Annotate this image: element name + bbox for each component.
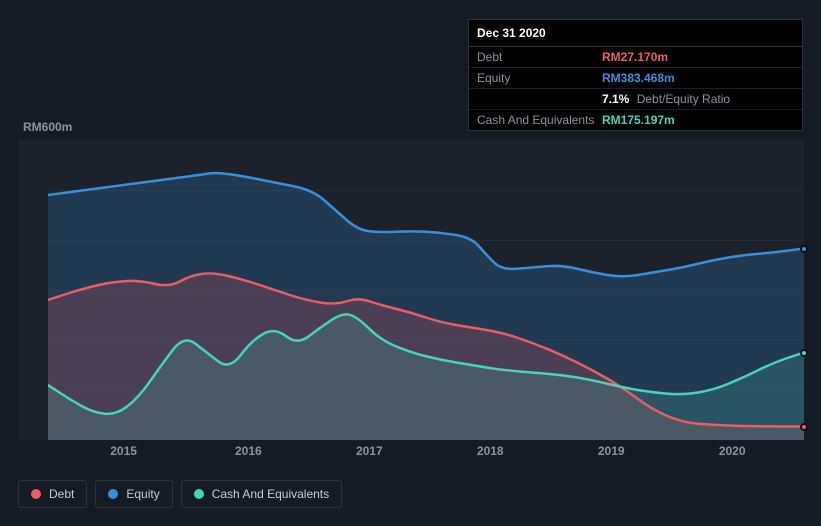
legend-swatch	[194, 489, 204, 499]
legend-swatch	[108, 489, 118, 499]
tooltip-row-extra: Debt/Equity Ratio	[633, 92, 730, 106]
legend-item[interactable]: Cash And Equivalents	[181, 480, 342, 508]
tooltip-row: 7.1% Debt/Equity Ratio	[469, 89, 802, 110]
tooltip-row-label: Equity	[477, 71, 602, 85]
chart-tooltip: Dec 31 2020 DebtRM27.170mEquityRM383.468…	[468, 19, 803, 131]
tooltip-row: EquityRM383.468m	[469, 68, 802, 89]
x-tick-label: 2015	[110, 444, 137, 458]
legend-label: Cash And Equivalents	[212, 487, 329, 501]
x-axis: 2015 2016 2017 2018 2019 2020	[48, 444, 804, 464]
tooltip-row-label: Cash And Equivalents	[477, 113, 602, 127]
tooltip-row: DebtRM27.170m	[469, 47, 802, 68]
series-marker	[800, 423, 808, 431]
tooltip-row-label	[477, 92, 602, 106]
x-tick-label: 2019	[598, 444, 625, 458]
tooltip-row: Cash And EquivalentsRM175.197m	[469, 110, 802, 130]
tooltip-row-label: Debt	[477, 50, 602, 64]
chart-legend: Debt Equity Cash And Equivalents	[18, 480, 342, 508]
y-axis-top-label: RM600m	[23, 120, 72, 134]
x-tick-label: 2018	[477, 444, 504, 458]
financial-chart: RM600m RM0 201520162017201820192020	[18, 122, 804, 442]
series-marker	[800, 245, 808, 253]
legend-label: Equity	[126, 487, 159, 501]
legend-item[interactable]: Equity	[95, 480, 172, 508]
legend-swatch	[31, 489, 41, 499]
chart-plot-area[interactable]	[18, 140, 804, 440]
chart-svg	[48, 140, 804, 440]
x-tick-label: 2016	[235, 444, 262, 458]
tooltip-date: Dec 31 2020	[469, 20, 802, 47]
tooltip-row-value: RM27.170m	[602, 50, 668, 64]
legend-item[interactable]: Debt	[18, 480, 87, 508]
x-tick-label: 2020	[719, 444, 746, 458]
tooltip-row-value: RM175.197m	[602, 113, 675, 127]
tooltip-row-value: 7.1% Debt/Equity Ratio	[602, 92, 730, 106]
x-tick-label: 2017	[356, 444, 383, 458]
tooltip-row-value: RM383.468m	[602, 71, 675, 85]
legend-label: Debt	[49, 487, 74, 501]
series-marker	[800, 349, 808, 357]
